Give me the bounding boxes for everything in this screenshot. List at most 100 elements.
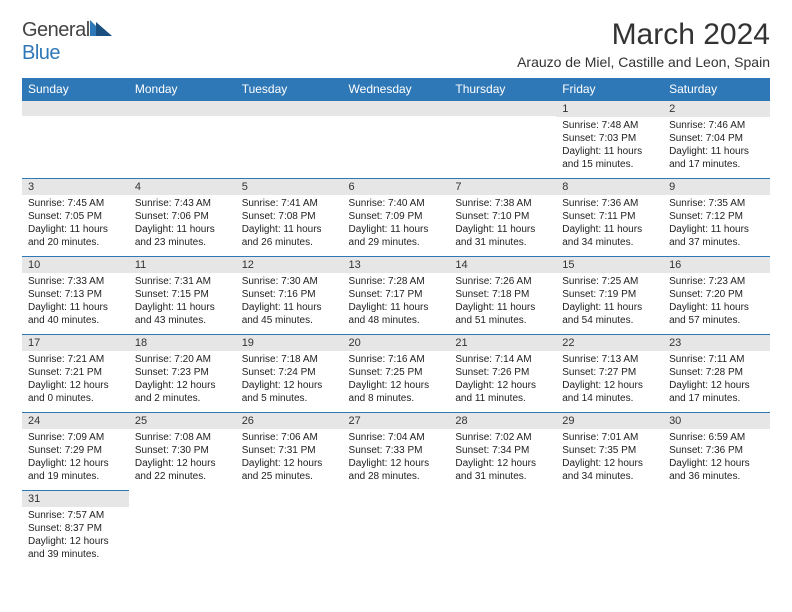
- daylight-text: Daylight: 11 hours: [562, 301, 657, 314]
- day-details: Sunrise: 7:40 AMSunset: 7:09 PMDaylight:…: [343, 195, 450, 253]
- calendar-cell: 18 Sunrise: 7:20 AMSunset: 7:23 PMDayligh…: [129, 334, 236, 412]
- logo: GeneralBlue: [22, 18, 112, 65]
- sunrise-text: Sunrise: 7:06 AM: [242, 431, 337, 444]
- day-details: Sunrise: 7:36 AMSunset: 7:11 PMDaylight:…: [556, 195, 663, 253]
- sunset-text: Sunset: 7:23 PM: [135, 366, 230, 379]
- day-details: Sunrise: 7:04 AMSunset: 7:33 PMDaylight:…: [343, 429, 450, 487]
- sunrise-text: Sunrise: 7:46 AM: [669, 119, 764, 132]
- calendar-cell: 19Sunrise: 7:18 AMSunset: 7:24 PMDayligh…: [236, 334, 343, 412]
- daylight-extra: and 8 minutes.: [349, 392, 444, 405]
- day-details: Sunrise: 7:25 AMSunset: 7:19 PMDaylight:…: [556, 273, 663, 331]
- day-details: Sunrise: 7:26 AMSunset: 7:18 PMDaylight:…: [449, 273, 556, 331]
- daylight-text: Daylight: 11 hours: [242, 301, 337, 314]
- calendar-row: 10Sunrise: 7:33 AMSunset: 7:13 PMDayligh…: [22, 256, 770, 334]
- sunrise-text: Sunrise: 7:13 AM: [562, 353, 657, 366]
- day-number: 7: [449, 178, 556, 195]
- day-details: Sunrise: 7:23 AMSunset: 7:20 PMDaylight:…: [663, 273, 770, 331]
- sunrise-text: Sunrise: 7:23 AM: [669, 275, 764, 288]
- day-details: [129, 116, 236, 122]
- daylight-text: Daylight: 12 hours: [28, 379, 123, 392]
- daylight-extra: and 54 minutes.: [562, 314, 657, 327]
- calendar-cell: 27Sunrise: 7:04 AMSunset: 7:33 PMDayligh…: [343, 412, 450, 490]
- day-number: 6: [343, 178, 450, 195]
- calendar-row: 3Sunrise: 7:45 AMSunset: 7:05 PMDaylight…: [22, 178, 770, 256]
- daylight-extra: and 0 minutes.: [28, 392, 123, 405]
- sunrise-text: Sunrise: 7:25 AM: [562, 275, 657, 288]
- daylight-extra: and 23 minutes.: [135, 236, 230, 249]
- daylight-extra: and 19 minutes.: [28, 470, 123, 483]
- day-details: Sunrise: 7:30 AMSunset: 7:16 PMDaylight:…: [236, 273, 343, 331]
- day-number: 18: [129, 334, 236, 351]
- dayname-wed: Wednesday: [343, 78, 450, 100]
- dayname-row: Sunday Monday Tuesday Wednesday Thursday…: [22, 78, 770, 100]
- daylight-extra: and 31 minutes.: [455, 236, 550, 249]
- day-number: 4: [129, 178, 236, 195]
- day-details: [343, 116, 450, 122]
- sunrise-text: Sunrise: 7:40 AM: [349, 197, 444, 210]
- daylight-text: Daylight: 11 hours: [135, 301, 230, 314]
- sunrise-text: Sunrise: 6:59 AM: [669, 431, 764, 444]
- day-details: Sunrise: 7:01 AMSunset: 7:35 PMDaylight:…: [556, 429, 663, 487]
- title-block: March 2024 Arauzo de Miel, Castille and …: [517, 18, 770, 70]
- daylight-extra: and 51 minutes.: [455, 314, 550, 327]
- daylight-extra: and 15 minutes.: [562, 158, 657, 171]
- sunset-text: Sunset: 7:15 PM: [135, 288, 230, 301]
- day-number: 27: [343, 412, 450, 429]
- day-details: Sunrise: 7:09 AMSunset: 7:29 PMDaylight:…: [22, 429, 129, 487]
- daylight-extra: and 37 minutes.: [669, 236, 764, 249]
- sunset-text: Sunset: 7:25 PM: [349, 366, 444, 379]
- daylight-extra: and 57 minutes.: [669, 314, 764, 327]
- daylight-extra: and 20 minutes.: [28, 236, 123, 249]
- sunrise-text: Sunrise: 7:20 AM: [135, 353, 230, 366]
- daylight-text: Daylight: 12 hours: [349, 379, 444, 392]
- calendar-row: 31Sunrise: 7:57 AMSunset: 8:37 PMDayligh…: [22, 490, 770, 568]
- day-details: Sunrise: 7:31 AMSunset: 7:15 PMDaylight:…: [129, 273, 236, 331]
- sunset-text: Sunset: 7:11 PM: [562, 210, 657, 223]
- day-details: Sunrise: 7:28 AMSunset: 7:17 PMDaylight:…: [343, 273, 450, 331]
- calendar-cell: [663, 490, 770, 568]
- daylight-text: Daylight: 11 hours: [669, 145, 764, 158]
- day-number: 21: [449, 334, 556, 351]
- sunset-text: Sunset: 7:31 PM: [242, 444, 337, 457]
- calendar-cell: [556, 490, 663, 568]
- daylight-text: Daylight: 11 hours: [669, 301, 764, 314]
- day-number: 20: [343, 334, 450, 351]
- daylight-extra: and 5 minutes.: [242, 392, 337, 405]
- calendar-cell: 31Sunrise: 7:57 AMSunset: 8:37 PMDayligh…: [22, 490, 129, 568]
- sunset-text: Sunset: 7:34 PM: [455, 444, 550, 457]
- sunset-text: Sunset: 7:33 PM: [349, 444, 444, 457]
- calendar-cell: 23Sunrise: 7:11 AMSunset: 7:28 PMDayligh…: [663, 334, 770, 412]
- daylight-text: Daylight: 12 hours: [135, 379, 230, 392]
- sunset-text: Sunset: 7:35 PM: [562, 444, 657, 457]
- calendar-row: 1Sunrise: 7:48 AMSunset: 7:03 PMDaylight…: [22, 100, 770, 178]
- sunset-text: Sunset: 7:21 PM: [28, 366, 123, 379]
- sunrise-text: Sunrise: 7:30 AM: [242, 275, 337, 288]
- calendar-row: 17Sunrise: 7:21 AMSunset: 7:21 PMDayligh…: [22, 334, 770, 412]
- calendar-cell: [129, 100, 236, 178]
- calendar-cell: 8Sunrise: 7:36 AMSunset: 7:11 PMDaylight…: [556, 178, 663, 256]
- daylight-text: Daylight: 11 hours: [562, 223, 657, 236]
- day-number: 5: [236, 178, 343, 195]
- daylight-extra: and 34 minutes.: [562, 236, 657, 249]
- daylight-extra: and 31 minutes.: [455, 470, 550, 483]
- sunset-text: Sunset: 8:37 PM: [28, 522, 123, 535]
- daylight-extra: and 17 minutes.: [669, 158, 764, 171]
- calendar-cell: 25Sunrise: 7:08 AMSunset: 7:30 PMDayligh…: [129, 412, 236, 490]
- daylight-text: Daylight: 11 hours: [562, 145, 657, 158]
- calendar-cell: [236, 490, 343, 568]
- day-number: 29: [556, 412, 663, 429]
- daylight-text: Daylight: 12 hours: [562, 457, 657, 470]
- day-number: 30: [663, 412, 770, 429]
- day-number: 23: [663, 334, 770, 351]
- sunset-text: Sunset: 7:13 PM: [28, 288, 123, 301]
- daylight-extra: and 28 minutes.: [349, 470, 444, 483]
- calendar-cell: [236, 100, 343, 178]
- location: Arauzo de Miel, Castille and Leon, Spain: [517, 54, 770, 70]
- sunset-text: Sunset: 7:36 PM: [669, 444, 764, 457]
- day-number: 13: [343, 256, 450, 273]
- day-number: 10: [22, 256, 129, 273]
- sunrise-text: Sunrise: 7:41 AM: [242, 197, 337, 210]
- sunset-text: Sunset: 7:08 PM: [242, 210, 337, 223]
- calendar-cell: 17Sunrise: 7:21 AMSunset: 7:21 PMDayligh…: [22, 334, 129, 412]
- day-number: 28: [449, 412, 556, 429]
